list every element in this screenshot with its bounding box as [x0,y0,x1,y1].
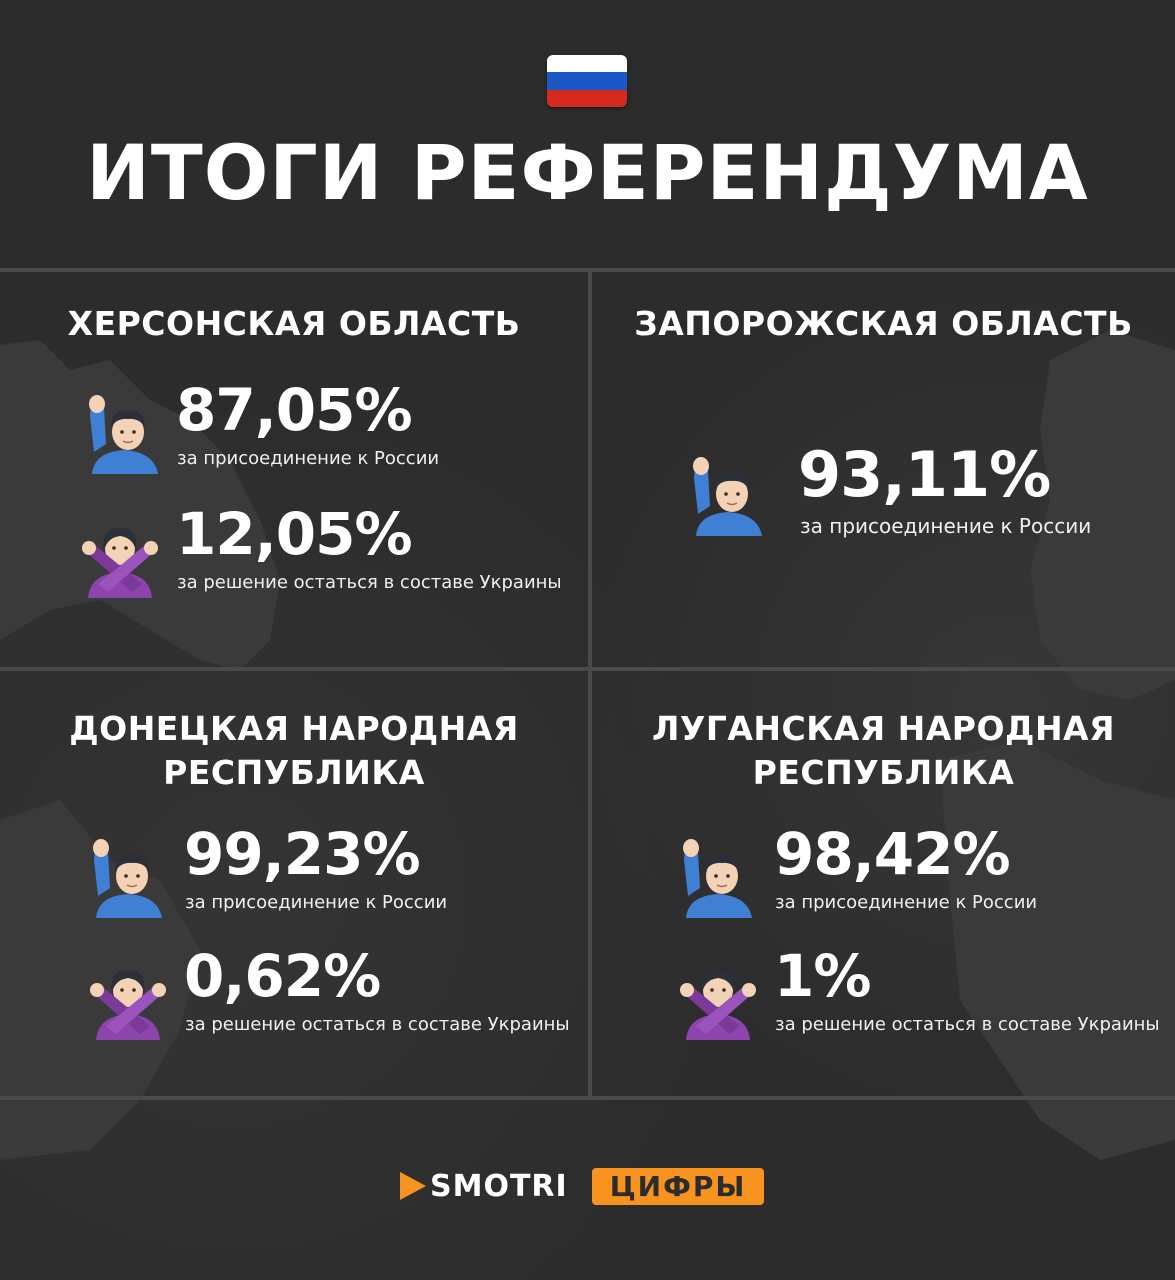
divider [0,1096,1175,1100]
stat-value: 99,23% [184,820,421,888]
gesturing-no-woman-icon [82,528,158,598]
flag-stripe-blue [547,72,627,90]
stat-value: 1% [774,942,871,1010]
gesturing-no-woman-icon [680,970,756,1040]
play-triangle-icon [400,1172,426,1200]
region-donetsk: ДОНЕЦКАЯ НАРОДНАЯ РЕСПУБЛИКА 99,23% за п… [0,671,588,1096]
page-title: ИТОГИ РЕФЕРЕНДУМА [86,128,1089,217]
region-title-line: ЛУГАНСКАЯ НАРОДНАЯ [651,709,1116,748]
raising-hand-man-icon [93,839,162,918]
region-title-line: РЕСПУБЛИКА [752,753,1015,792]
region-title-line: ДОНЕЦКАЯ НАРОДНАЯ [69,709,519,748]
stat-value: 87,05% [176,376,413,444]
brand-tag: ЦИФРЫ [591,1167,765,1205]
divider [0,268,1175,272]
stat-value: 93,11% [798,438,1051,511]
region-zaporozhye: ЗАПОРОЖСКАЯ ОБЛАСТЬ 93,11% за присоедине… [592,272,1175,667]
stat-caption: за присоединение к России [800,514,1092,538]
gesturing-no-woman-icon [90,970,166,1040]
region-title: ЗАПОРОЖСКАЯ ОБЛАСТЬ [634,304,1133,343]
flag-stripe-white [547,55,627,73]
stat-value: 98,42% [774,820,1011,888]
region-kherson: ХЕРСОНСКАЯ ОБЛАСТЬ 87,05% за присоединен… [0,272,588,667]
divider [0,667,1175,671]
raising-hand-man-icon [683,839,752,918]
stat-value: 0,62% [184,942,381,1010]
stat-caption: за присоединение к России [185,892,448,913]
stat-value: 12,05% [176,500,413,568]
stat-caption: за решение остаться в составе Украины [177,572,562,593]
region-title-line: РЕСПУБЛИКА [163,753,425,792]
region-luhansk: ЛУГАНСКАЯ НАРОДНАЯ РЕСПУБЛИКА 98,42% за … [592,671,1175,1096]
raising-hand-man-icon [693,457,762,536]
russian-flag-icon [547,55,627,107]
stat-caption: за решение остаться в составе Украины [775,1014,1160,1035]
flag-stripe-red [547,89,627,107]
stat-caption: за решение остаться в составе Украины [185,1014,570,1035]
raising-hand-man-icon [89,395,158,474]
stat-caption: за присоединение к России [775,892,1038,913]
region-title: ДОНЕЦКАЯ НАРОДНАЯ РЕСПУБЛИКА [0,707,588,795]
region-title: ХЕРСОНСКАЯ ОБЛАСТЬ [67,304,521,343]
divider [588,272,592,1096]
brand-logo: SMOTRI ЦИФРЫ [400,1166,765,1206]
brand-name: SMOTRI [430,1168,568,1204]
region-title: ЛУГАНСКАЯ НАРОДНАЯ РЕСПУБЛИКА [592,707,1175,795]
stat-caption: за присоединение к России [177,448,440,469]
